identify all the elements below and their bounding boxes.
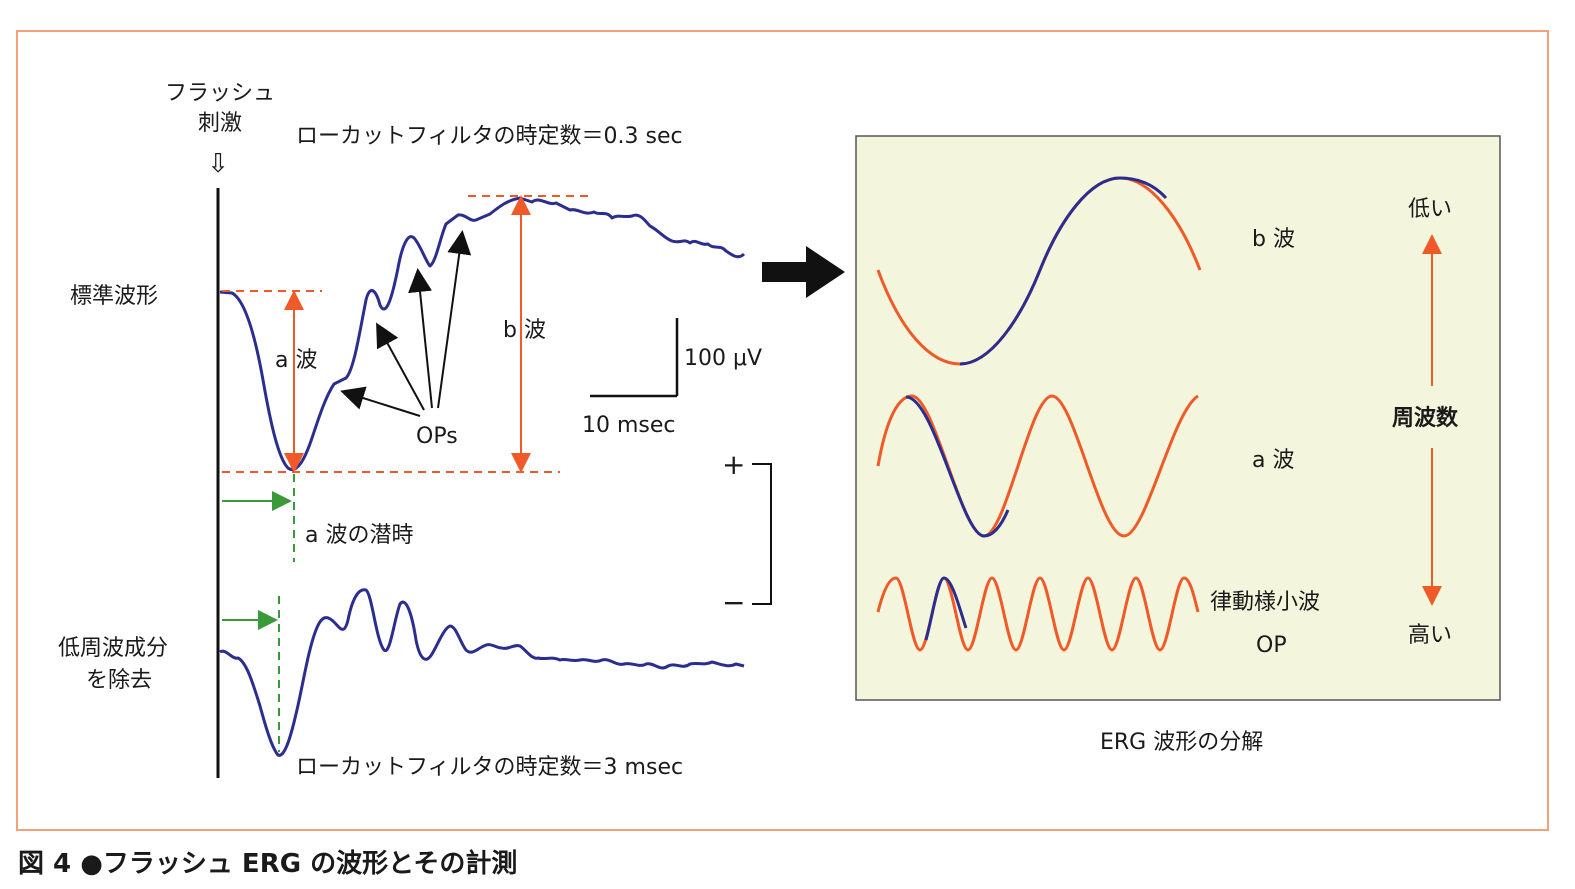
a-wave-sine-orange <box>876 394 1199 538</box>
scale-voltage-label: 100 μV <box>684 346 762 371</box>
ops-pointer-3 <box>408 268 433 409</box>
freq-label: 周波数 <box>1392 405 1459 431</box>
decomposition-title: ERG 波形の分解 <box>1100 730 1263 755</box>
freq-low-label: 低い <box>1408 197 1452 222</box>
op-sine-blue <box>924 576 968 641</box>
polarity-bracket <box>752 463 772 605</box>
a-latency-label: a 波の潜時 <box>305 523 413 548</box>
decomposition-panel <box>855 135 1501 701</box>
standard-waveform-trace <box>219 196 746 471</box>
figure-border <box>16 30 1549 831</box>
freq-high-label: 高い <box>1408 623 1452 648</box>
right-a-wave-label: a 波 <box>1252 448 1294 473</box>
filter-label-top: ローカットフィルタの時定数＝0.3 sec <box>296 124 683 149</box>
stimulus-arrow-icon: ⇩ <box>207 149 229 179</box>
ops-pointer-2 <box>376 322 425 411</box>
ops-pointer-1 <box>340 386 421 417</box>
polarity-plus: + <box>722 448 745 481</box>
lowfreq-removed-trace <box>219 588 745 757</box>
figure-caption: 図 4 ●フラッシュ ERG の波形とその計測 <box>18 848 517 879</box>
op-label: OP <box>1256 633 1287 658</box>
b-wave-label: b 波 <box>503 318 546 343</box>
stimulus-label-2: 刺激 <box>198 111 242 136</box>
lowfreq-removed-label: 低周波成分 <box>58 636 168 661</box>
ops-label: OPs <box>416 424 458 449</box>
a-wave-label: a 波 <box>275 348 317 373</box>
a-wave-sine-blue <box>905 395 1010 538</box>
ops-pointer-4 <box>437 230 472 409</box>
op-label-jp: 律動様小波 <box>1210 590 1320 615</box>
filter-label-bottom: ローカットフィルタの時定数＝3 msec <box>296 755 683 780</box>
scale-time-label: 10 msec <box>582 413 676 438</box>
lowfreq-removed-label-2: を除去 <box>86 668 152 693</box>
right-b-wave-label: b 波 <box>1252 227 1295 252</box>
stimulus-label: フラッシュ <box>165 81 275 106</box>
standard-waveform-label: 標準波形 <box>70 284 158 309</box>
b-wave-sine-blue <box>959 176 1168 366</box>
transfer-arrow-icon <box>762 246 845 298</box>
polarity-minus: − <box>722 586 745 619</box>
